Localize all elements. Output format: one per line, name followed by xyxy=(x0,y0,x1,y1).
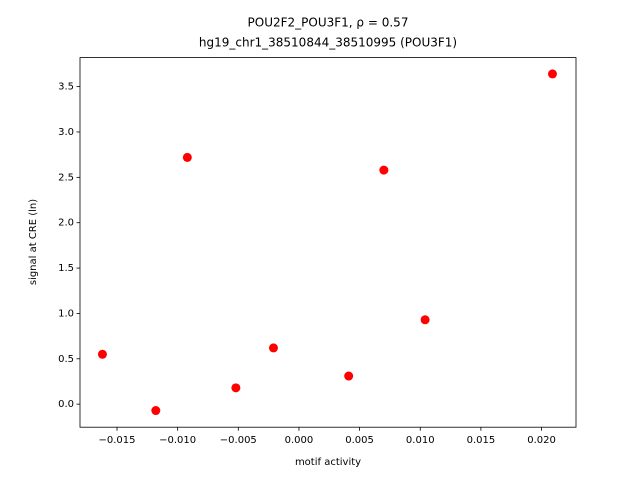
point xyxy=(420,315,430,325)
x-tick-label: −0.010 xyxy=(159,435,196,446)
y-tick-label: 2.5 xyxy=(58,172,74,183)
point xyxy=(379,165,389,175)
x-axis-label: motif activity xyxy=(295,457,361,468)
chart-title: POU2F2_POU3F1, ρ = 0.57 xyxy=(248,16,409,30)
x-tick-label: 0.000 xyxy=(285,435,314,446)
point xyxy=(151,406,161,416)
point xyxy=(182,152,192,162)
y-tick-label: 1.5 xyxy=(58,263,74,274)
y-tick-label: 0.5 xyxy=(58,354,74,365)
x-tick-label: 0.005 xyxy=(345,435,374,446)
point xyxy=(231,383,241,393)
x-tick-label: −0.005 xyxy=(220,435,257,446)
x-tick-label: 0.010 xyxy=(406,435,435,446)
y-axis-label: signal at CRE (ln) xyxy=(28,199,39,285)
point xyxy=(268,343,278,353)
point xyxy=(547,69,557,79)
y-tick-label: 2.0 xyxy=(58,218,74,229)
point xyxy=(97,349,107,359)
chart-subtitle: hg19_chr1_38510844_38510995 (POU3F1) xyxy=(199,36,457,50)
y-tick-label: 3.5 xyxy=(58,82,74,93)
y-tick-label: 0.0 xyxy=(58,399,74,410)
x-tick-label: 0.015 xyxy=(467,435,496,446)
y-tick-label: 1.0 xyxy=(58,308,74,319)
point xyxy=(344,371,354,381)
x-tick-label: 0.020 xyxy=(527,435,556,446)
x-tick-label: −0.015 xyxy=(98,435,135,446)
plot-frame xyxy=(79,57,577,428)
y-tick-label: 3.0 xyxy=(58,127,74,138)
